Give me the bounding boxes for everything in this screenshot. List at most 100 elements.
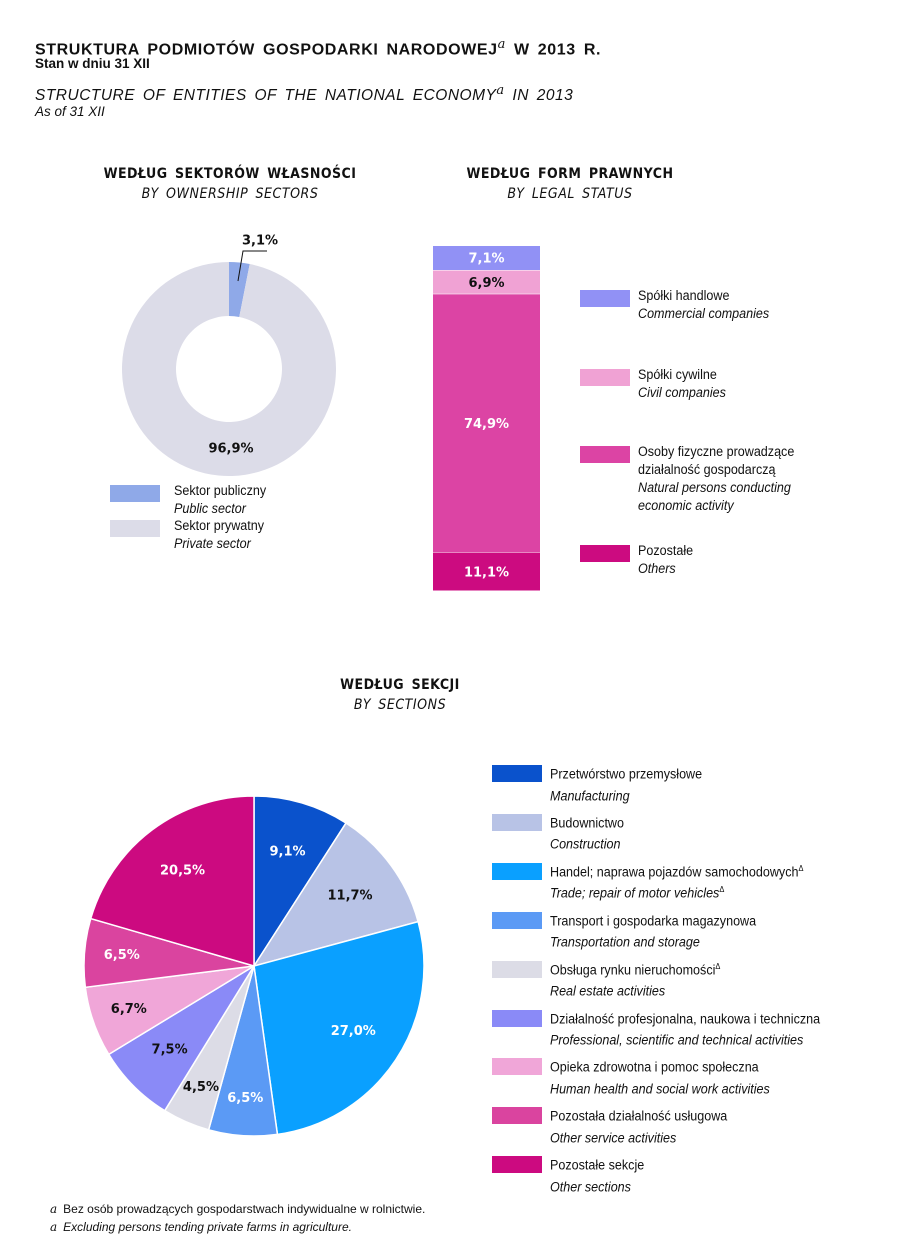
legend-label-en: Other sections [550,1179,631,1195]
footnote-mark-en: a [496,83,505,98]
donut-slice [122,262,336,476]
pie-label: 20,5% [160,863,205,878]
legal-stacked-bar-chart: 7,1% 6,9% 74,9% 11,1% [433,246,540,592]
legend-swatch [492,960,542,978]
ownership-subtitle: BY OWNERSHIP SECTORS [141,186,319,202]
legal-subtitle: BY LEGAL STATUS [507,186,633,202]
legend-label-en: Civil companies [638,385,726,400]
legend-label-en: Transportation and storage [550,934,700,950]
footnote-pl: a Bez osób prowadzących gospodarstwach in… [50,1202,425,1216]
leader-line [237,250,267,282]
delta-mark: Δ [798,863,804,873]
legend-swatch [580,545,630,562]
sections-pie-chart: 9,1% 11,7% 27,0% 6,5% 4,5% 7,5% 6,7% 6,5% 20,5% [83,795,425,1137]
legend-label-en: Private sector [174,536,251,551]
legend-label: Przetwórstwo przemysłowe [550,766,703,782]
legend-swatch [492,765,542,782]
legend-label: Spółki handlowe [638,288,730,303]
pie-label: 9,1% [270,844,306,859]
bar-label: 7,1% [468,252,504,267]
legend-label: Sektor prywatny [174,518,265,533]
legend-label: Pozostałe [638,543,694,558]
legend-swatch [110,520,160,537]
pie-label: 6,7% [111,1002,147,1017]
pie-slice [252,822,420,968]
legend-label-en: Natural persons conducting [638,480,791,495]
footnote-mark: a [497,37,506,52]
sections-title: WEDŁUG SEKCJI [340,677,460,693]
legend-label-en: Others [638,561,676,576]
bar-label: 11,1% [464,565,509,580]
bar-label: 74,9% [464,417,509,432]
donut-label: 96,9% [208,442,253,457]
legend-label: Spółki cywilne [638,367,717,382]
legend-swatch [492,813,542,831]
legend-label: Obsługa rynku nieruchomości [550,962,716,978]
bar-segment [433,294,540,553]
footnote-en-text: Excluding persons tending private farms … [63,1220,352,1234]
pie-label: 27,0% [331,1024,376,1039]
legend-label: Pozostała działalność usługowa [550,1108,728,1124]
pie-label: 7,5% [152,1042,188,1057]
legend-swatch [492,911,542,929]
legend-swatch [492,1058,542,1076]
bar-segment [433,552,540,591]
legend-label: Budownictwo [550,815,624,831]
legend-label-en: Manufacturing [550,788,630,803]
pie-slice [253,795,348,969]
legend-swatch [492,1009,542,1027]
pie-slice [253,920,425,1136]
pie-label: 6,5% [104,948,140,963]
donut-slice [229,262,250,318]
bar-segment [433,270,540,295]
bar-segment [433,246,540,271]
legend-label-en: Real estate activities [550,983,666,999]
page-title-en-text: STRUCTURE OF ENTITIES OF THE NATIONAL EC… [35,87,497,105]
legend-swatch [492,1107,542,1125]
ownership-donut-chart: 3,1% 96,9% [122,234,336,476]
legal-title: WEDŁUG FORM PRAWNYCH [466,166,674,182]
page-title-en-end: IN 2013 [512,87,574,105]
legend-label: Handel; naprawa pojazdów samochodowych [550,864,799,880]
pie-label: 6,5% [227,1091,263,1106]
ownership-title: WEDŁUG SEKTORÓW WŁASNOŚCI [103,166,357,182]
legend-label-en: Construction [550,836,621,852]
legend-label: Transport i gospodarka magazynowa [550,913,757,929]
legend-swatch [580,290,630,307]
page-title-pl-end: W 2013 R. [514,41,602,59]
footnote-en: a Excluding persons tending private farms… [50,1220,352,1234]
legend-label: Opieka zdrowotna i pomoc społeczna [550,1059,759,1075]
page-subtitle: Stan w dniu 31 XII [35,56,150,71]
delta-mark: Δ [719,885,725,895]
legend-label: Pozostałe sekcje [550,1157,645,1173]
page-title-en: STRUCTURE OF ENTITIES OF THE NATIONAL EC… [35,83,573,105]
page-subtitle-en: As of 31 XII [35,104,105,119]
legend-swatch [492,862,542,880]
legend-swatch [580,446,630,463]
legend-swatch [110,485,160,502]
pie-slice [89,795,255,967]
legend-label: Działalność profesjonalna, naukowa i tec… [550,1011,821,1026]
legend-label-en: Public sector [174,501,246,516]
legend-label-en: Human health and social work activities [550,1081,770,1097]
pie-label: 4,5% [183,1080,219,1095]
sections-subtitle: BY SECTIONS [353,697,447,713]
legend-swatch [492,1156,542,1174]
footnote-en-mark: a [50,1220,58,1234]
footnote-pl-text: Bez osób prowadzących gospodarstwach ind… [63,1202,426,1216]
legend-label-en: Commercial companies [638,306,770,321]
legend-label-en: Other service activities [550,1130,677,1146]
legend-label: działalność gospodarczą [638,462,776,477]
legend-label-en: Professional, scientific and technical a… [550,1032,804,1048]
bar-label: 6,9% [468,276,504,291]
page-title-pl: STRUKTURA PODMIOTÓW GOSPODARKI NARODOWEJ [35,41,498,59]
delta-mark: Δ [715,961,721,971]
page-title: STRUKTURA PODMIOTÓW GOSPODARKI NARODOWEJ… [35,37,601,59]
legend-label-en: economic activity [638,498,734,513]
legend-label: Sektor publiczny [174,483,267,498]
donut-label: 3,1% [242,234,278,249]
pie-label: 11,7% [327,888,372,903]
legend-label: Osoby fizyczne prowadzące [638,444,795,459]
footnote-pl-mark: a [50,1202,58,1216]
